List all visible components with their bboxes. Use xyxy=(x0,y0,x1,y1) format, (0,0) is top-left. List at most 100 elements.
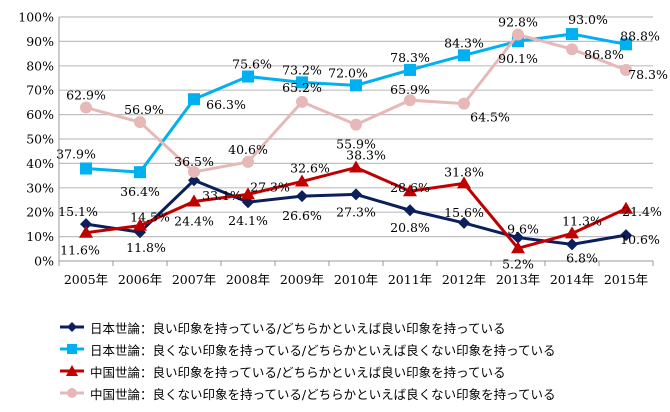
data-point-circle xyxy=(134,116,146,129)
data-label: 36.5% xyxy=(174,154,214,169)
legend-diamond-icon xyxy=(60,322,84,332)
data-point-triangle xyxy=(511,241,525,254)
data-point-circle xyxy=(458,97,470,110)
data-label: 15.1% xyxy=(58,204,98,219)
data-point-square xyxy=(134,166,146,179)
data-point-diamond xyxy=(188,174,200,187)
data-label: 11.8% xyxy=(126,240,166,255)
data-label: 27.3% xyxy=(336,204,376,219)
data-label: 24.4% xyxy=(174,213,214,228)
data-label: 62.9% xyxy=(66,88,106,103)
data-point-triangle xyxy=(565,226,579,239)
x-tick-label: 2015年 xyxy=(604,272,648,287)
legend-circle-icon xyxy=(60,388,84,398)
series-triangle xyxy=(79,160,633,254)
x-tick-label: 2014年 xyxy=(550,272,594,287)
legend: 日本世論：良い印象を持っている/どちらかといえば良い印象を持っている日本世論：良… xyxy=(60,316,555,404)
y-tick-label: 10% xyxy=(26,229,54,244)
data-label: 6.8% xyxy=(566,250,598,265)
data-label: 73.2% xyxy=(282,62,322,77)
y-tick-label: 0% xyxy=(34,254,54,269)
data-point-square xyxy=(458,49,470,62)
data-label: 27.3% xyxy=(250,179,290,194)
data-point-diamond xyxy=(620,229,632,242)
data-point-square xyxy=(404,63,416,76)
data-point-square xyxy=(242,70,254,83)
data-point-diamond xyxy=(566,238,578,251)
y-tick-label: 50% xyxy=(26,132,54,147)
x-tick-label: 2009年 xyxy=(280,272,324,287)
legend-label: 中国世論：良い印象を持っている/どちらかといえば良い印象を持っている xyxy=(90,364,506,380)
x-tick-label: 2006年 xyxy=(118,272,162,287)
series-circle xyxy=(80,28,632,178)
data-label: 88.8% xyxy=(620,28,660,43)
data-point-circle xyxy=(296,95,308,108)
data-label: 84.3% xyxy=(444,35,484,50)
data-label: 64.5% xyxy=(470,110,510,125)
data-label: 28.6% xyxy=(390,180,430,195)
data-label: 75.6% xyxy=(232,57,272,72)
data-label: 65.9% xyxy=(390,82,430,97)
data-point-square xyxy=(350,79,362,92)
data-label: 78.3% xyxy=(390,50,430,65)
data-point-circle xyxy=(512,28,524,41)
data-point-diamond xyxy=(296,190,308,203)
data-label: 38.3% xyxy=(346,148,386,163)
data-label: 65.2% xyxy=(282,80,322,95)
data-point-diamond xyxy=(80,218,92,231)
data-label: 36.4% xyxy=(120,184,160,199)
data-point-circle xyxy=(404,94,416,107)
data-point-triangle xyxy=(133,218,147,231)
data-label: 10.6% xyxy=(620,232,660,247)
data-point-circle xyxy=(620,63,632,76)
data-point-diamond xyxy=(350,188,362,201)
data-point-circle xyxy=(188,165,200,178)
data-label: 78.3% xyxy=(628,67,668,82)
legend-item: 中国世論：良くない印象を持っている/どちらかといえば良くない印象を持っている xyxy=(60,382,555,404)
x-tick-label: 2012年 xyxy=(442,272,486,287)
data-label: 93.0% xyxy=(568,12,608,27)
data-label: 37.9% xyxy=(56,147,96,162)
data-label: 66.3% xyxy=(206,97,246,112)
y-tick-label: 90% xyxy=(26,34,54,49)
data-label: 11.3% xyxy=(562,213,602,228)
data-point-triangle xyxy=(349,160,363,173)
data-label: 26.6% xyxy=(282,208,322,223)
data-label: 21.4% xyxy=(622,204,662,219)
data-label: 92.8% xyxy=(498,15,538,30)
data-point-triangle xyxy=(187,194,201,207)
data-point-square xyxy=(566,28,578,41)
x-tick-label: 2011年 xyxy=(388,272,432,287)
data-point-circle xyxy=(242,155,254,168)
data-label: 32.6% xyxy=(290,160,330,175)
y-tick-label: 20% xyxy=(26,205,54,220)
data-point-square xyxy=(188,93,200,106)
data-point-diamond xyxy=(512,231,524,244)
data-point-diamond xyxy=(404,204,416,217)
legend-label: 日本世論：良い印象を持っている/どちらかといえば良い印象を持っている xyxy=(90,320,506,336)
x-tick-label: 2007年 xyxy=(172,272,216,287)
data-label: 33.1% xyxy=(202,188,242,203)
y-tick-label: 70% xyxy=(26,83,54,98)
data-label: 20.8% xyxy=(390,220,430,235)
x-tick-label: 2013年 xyxy=(496,272,540,287)
data-point-circle xyxy=(80,101,92,114)
data-point-circle xyxy=(350,118,362,131)
data-label: 56.9% xyxy=(124,102,164,117)
data-point-diamond xyxy=(458,216,470,229)
legend-label: 中国世論：良くない印象を持っている/どちらかといえば良くない印象を持っている xyxy=(90,386,556,402)
data-label: 15.6% xyxy=(444,205,484,220)
x-tick-label: 2008年 xyxy=(226,272,270,287)
data-label: 24.1% xyxy=(228,213,268,228)
data-point-square xyxy=(80,162,92,175)
legend-label: 日本世論：良くない印象を持っている/どちらかといえば良くない印象を持っている xyxy=(90,342,556,358)
data-point-triangle xyxy=(619,201,633,214)
x-tick-label: 2005年 xyxy=(64,272,108,287)
data-label: 90.1% xyxy=(498,51,538,66)
data-point-square xyxy=(620,38,632,51)
legend-square-icon xyxy=(60,344,84,354)
data-point-triangle xyxy=(241,187,255,200)
legend-item: 日本世論：良い印象を持っている/どちらかといえば良い印象を持っている xyxy=(60,316,555,338)
data-point-triangle xyxy=(79,225,93,238)
y-tick-label: 40% xyxy=(26,156,54,171)
